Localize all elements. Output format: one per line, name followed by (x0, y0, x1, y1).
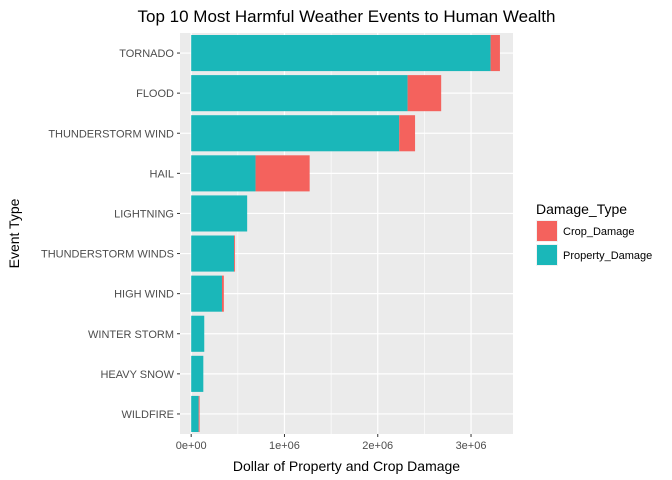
bar-property-flood (191, 75, 408, 112)
y-tick-label: THUNDERSTORM WINDS (41, 249, 174, 261)
legend-label-property-damage: Property_Damage (563, 250, 652, 262)
bar-property-heavy-snow (191, 355, 204, 392)
bar-crop-high-wind (221, 275, 224, 312)
x-tick-label: 2e+06 (362, 440, 393, 452)
y-tick-label: TORNADO (119, 48, 174, 60)
y-tick-label: WINTER STORM (88, 329, 174, 341)
bar-crop-thunderstorm-wind (399, 115, 416, 152)
legend: Damage_Type Crop_Damage Property_Damage (536, 201, 652, 266)
x-axis-title: Dollar of Property and Crop Damage (233, 458, 460, 474)
y-tick-label: HAIL (150, 168, 174, 180)
bar-crop-hail (255, 155, 310, 192)
bar-property-wildfire (191, 395, 199, 432)
y-tick-label: HIGH WIND (114, 289, 174, 301)
y-tick-label: HEAVY SNOW (100, 369, 174, 381)
x-tick-label: 0e+00 (176, 440, 207, 452)
legend-swatch-crop-damage (537, 221, 557, 241)
bar-property-hail (191, 155, 256, 192)
x-axis-ticks: 0e+00 1e+06 2e+06 3e+06 (176, 434, 487, 452)
bar-property-thunderstorm-wind (191, 115, 400, 152)
y-tick-label: THUNDERSTORM WIND (48, 128, 174, 140)
bar-crop-thunderstorm-winds (234, 235, 236, 272)
x-tick-label: 1e+06 (269, 440, 300, 452)
legend-swatch-property-damage (537, 245, 557, 265)
bar-property-tornado (191, 35, 491, 72)
legend-label-crop-damage: Crop_Damage (563, 226, 635, 238)
bar-crop-wildfire (198, 395, 200, 432)
y-tick-label: LIGHTNING (114, 208, 174, 220)
y-tick-label: WILDFIRE (121, 409, 174, 421)
x-tick-label: 3e+06 (456, 440, 487, 452)
bar-property-high-wind (191, 275, 222, 312)
chart-title: Top 10 Most Harmful Weather Events to Hu… (138, 7, 556, 26)
legend-title: Damage_Type (536, 201, 627, 217)
y-axis-title: Event Type (6, 198, 22, 268)
bar-property-lightning (191, 195, 248, 232)
bar-crop-flood (407, 75, 442, 112)
y-axis-ticks: TORNADO FLOOD THUNDERSTORM WIND HAIL LIGHTNI… (41, 48, 180, 421)
bar-property-winter-storm (191, 315, 205, 352)
bar-property-thunderstorm-winds (191, 235, 235, 272)
bars (191, 35, 500, 432)
y-tick-label: FLOOD (136, 88, 174, 100)
bar-crop-tornado (490, 35, 500, 72)
